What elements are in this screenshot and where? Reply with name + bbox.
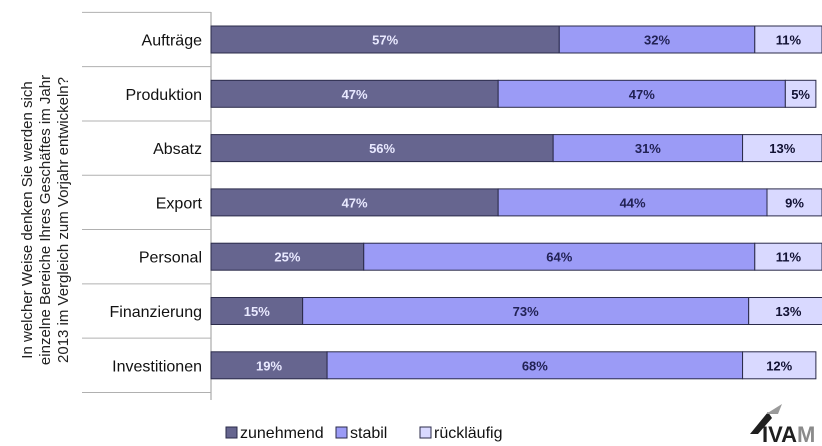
- legend-swatch-rückläufig: [419, 426, 432, 439]
- bar-stabil: [552, 134, 744, 163]
- bar-stabil: [326, 351, 744, 380]
- bar-rückläufig: [748, 297, 822, 325]
- bar-value-label: 9%: [785, 195, 804, 210]
- bar-zunehmend: [210, 79, 499, 108]
- bar-value-label: 19%: [256, 358, 282, 373]
- bar-value-label: 31%: [635, 141, 661, 156]
- legend: zunehmend stabil rückläufig: [225, 425, 502, 442]
- bar-value-label: 13%: [775, 304, 801, 319]
- bar-value-label: 15%: [244, 304, 270, 319]
- legend-label: rückläufig: [434, 425, 502, 442]
- bar-rückläufig: [742, 351, 817, 380]
- bar-value-label: 47%: [629, 87, 655, 102]
- y-axis-title: In welcher Weise denken Sie werden siche…: [19, 75, 72, 365]
- category-label: Personal: [139, 250, 202, 267]
- bar-value-label: 73%: [513, 304, 539, 319]
- category-label: Aufträge: [142, 33, 203, 50]
- bar-rückläufig: [754, 25, 822, 54]
- bar-value-label: 68%: [522, 358, 548, 373]
- bar-stabil: [302, 297, 750, 325]
- bar-rückläufig: [742, 134, 822, 163]
- bar-zunehmend: [210, 242, 365, 271]
- bar-value-label: 5%: [791, 87, 810, 102]
- category-label: Export: [156, 195, 203, 212]
- bar-rückläufig: [784, 79, 817, 108]
- bar-zunehmend: [210, 134, 554, 163]
- bar-value-label: 47%: [342, 87, 368, 102]
- bar-stabil: [497, 79, 786, 108]
- bar-value-label: 44%: [620, 195, 646, 210]
- bar-stabil: [558, 25, 756, 54]
- legend-label: zunehmend: [240, 425, 324, 442]
- bar-value-label: 64%: [546, 250, 572, 265]
- y-axis-title-line: In welcher Weise denken Sie werden sich: [19, 81, 36, 358]
- category-axis: Aufträge Produktion Absatz Export Personal Fi…: [82, 11, 212, 400]
- bar-value-label: 25%: [274, 250, 300, 265]
- legend-label: stabil: [350, 425, 387, 442]
- y-axis-title-line: einzelne Bereiche Ihres Geschäftes im Ja…: [37, 75, 54, 365]
- bar-stabil: [497, 188, 768, 217]
- bar-value-label: 11%: [776, 33, 802, 48]
- legend-swatch-zunehmend: [225, 426, 238, 439]
- bar-value-label: 57%: [372, 33, 398, 48]
- category-label: Produktion: [126, 87, 203, 104]
- bar-value-label: 12%: [766, 358, 792, 373]
- category-label: Absatz: [153, 141, 202, 158]
- bar-value-label: 32%: [644, 33, 670, 48]
- bar-value-label: 13%: [769, 141, 795, 156]
- bar-zunehmend: [210, 351, 328, 380]
- bars: 57% 32% 11% 47% 47% 5% 56% 31% 13% 47% 44% 9% 25% 64%…: [210, 25, 822, 380]
- bar-rückläufig: [766, 188, 822, 217]
- y-axis-title-line: 2013 im Vergleich zum Vorjahr entwickeln…: [55, 77, 72, 363]
- logo-accent-icon: [766, 404, 782, 414]
- category-label: Investitionen: [112, 358, 202, 375]
- category-label: Finanzierung: [110, 304, 203, 321]
- legend-swatch-stabil: [335, 426, 348, 439]
- ivam-logo: IVAM: [750, 404, 815, 446]
- y-axis-title-text: In welcher Weise denken Sie werden siche…: [19, 75, 72, 365]
- logo-text-main: IVA: [762, 422, 797, 446]
- bar-value-label: 47%: [342, 195, 368, 210]
- logo-text: IVAM: [762, 422, 815, 446]
- bar-value-label: 11%: [776, 250, 802, 265]
- bar-value-label: 56%: [369, 141, 395, 156]
- logo-text-end: M: [797, 422, 815, 446]
- bar-zunehmend: [210, 188, 499, 217]
- logo-mark-icon: [750, 412, 772, 434]
